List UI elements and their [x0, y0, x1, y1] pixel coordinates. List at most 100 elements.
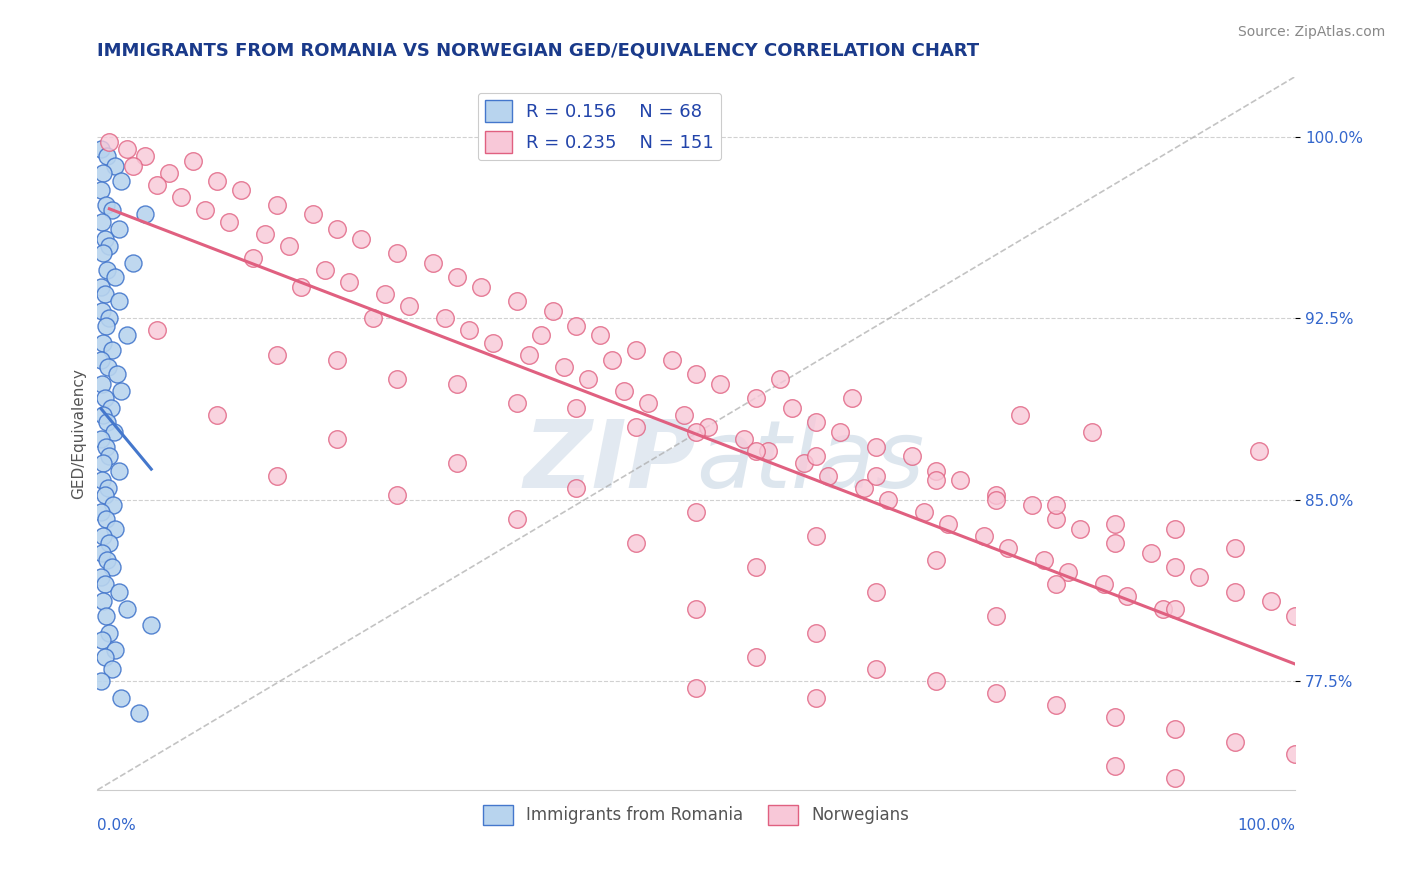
Point [385, 372, 408, 386]
Point [505, 512, 527, 526]
Point [901, 449, 924, 463]
Point [93, 577, 115, 591]
Point [745, 649, 768, 664]
Point [865, 468, 887, 483]
Point [90, 505, 112, 519]
Point [733, 432, 755, 446]
Point [91, 246, 114, 260]
Point [93, 488, 115, 502]
Point [433, 311, 456, 326]
Point [94, 318, 117, 333]
Point [565, 481, 588, 495]
Text: IMMIGRANTS FROM ROMANIA VS NORWEGIAN GED/EQUIVALENCY CORRELATION CHART: IMMIGRANTS FROM ROMANIA VS NORWEGIAN GED… [97, 42, 980, 60]
Point [374, 287, 396, 301]
Point [565, 318, 588, 333]
Point [170, 190, 193, 204]
Point [90, 352, 112, 367]
Point [602, 352, 624, 367]
Point [709, 376, 731, 391]
Point [589, 328, 612, 343]
Point [122, 256, 145, 270]
Point [865, 584, 887, 599]
Point [104, 522, 127, 536]
Point [1104, 758, 1126, 772]
Point [101, 498, 124, 512]
Point [470, 280, 492, 294]
Point [103, 425, 125, 439]
Text: Source: ZipAtlas.com: Source: ZipAtlas.com [1237, 25, 1385, 39]
Point [1008, 408, 1031, 422]
Point [91, 594, 114, 608]
Point [1249, 444, 1271, 458]
Point [745, 560, 768, 574]
Point [350, 231, 373, 245]
Point [626, 343, 648, 357]
Point [1069, 522, 1091, 536]
Point [314, 263, 336, 277]
Point [1080, 425, 1102, 439]
Point [685, 601, 707, 615]
Point [94, 198, 117, 212]
Point [266, 198, 288, 212]
Point [134, 207, 156, 221]
Point [117, 601, 139, 615]
Point [104, 270, 127, 285]
Point [685, 505, 707, 519]
Point [1045, 698, 1067, 713]
Point [517, 348, 540, 362]
Point [637, 396, 659, 410]
Point [266, 468, 288, 483]
Point [91, 408, 114, 422]
Point [1164, 601, 1187, 615]
Point [100, 662, 122, 676]
Point [1140, 546, 1163, 560]
Point [745, 444, 768, 458]
Point [446, 270, 468, 285]
Point [108, 222, 131, 236]
Point [505, 294, 527, 309]
Point [446, 457, 468, 471]
Point [100, 202, 122, 217]
Point [100, 343, 122, 357]
Point [685, 367, 707, 381]
Point [422, 256, 444, 270]
Point [98, 625, 121, 640]
Point [278, 239, 301, 253]
Point [828, 425, 851, 439]
Point [1056, 566, 1078, 580]
Point [91, 632, 114, 647]
Point [1104, 536, 1126, 550]
Point [841, 391, 863, 405]
Legend: Immigrants from Romania, Norwegians: Immigrants from Romania, Norwegians [477, 797, 917, 831]
Point [96, 416, 118, 430]
Point [1032, 553, 1054, 567]
Point [613, 384, 636, 398]
Point [110, 173, 132, 187]
Point [1045, 512, 1067, 526]
Point [117, 142, 139, 156]
Point [110, 691, 132, 706]
Point [93, 391, 115, 405]
Point [141, 618, 163, 632]
Point [1164, 560, 1187, 574]
Point [97, 481, 120, 495]
Point [98, 239, 121, 253]
Point [626, 420, 648, 434]
Point [326, 432, 349, 446]
Point [96, 553, 118, 567]
Point [697, 420, 720, 434]
Point [756, 444, 779, 458]
Point [553, 359, 575, 374]
Point [93, 231, 115, 245]
Point [1104, 710, 1126, 724]
Point [91, 474, 114, 488]
Point [94, 608, 117, 623]
Point [984, 608, 1007, 623]
Point [98, 311, 121, 326]
Point [242, 251, 264, 265]
Point [1045, 498, 1067, 512]
Point [984, 492, 1007, 507]
Text: ZIP: ZIP [523, 416, 696, 508]
Point [205, 173, 228, 187]
Point [1116, 590, 1139, 604]
